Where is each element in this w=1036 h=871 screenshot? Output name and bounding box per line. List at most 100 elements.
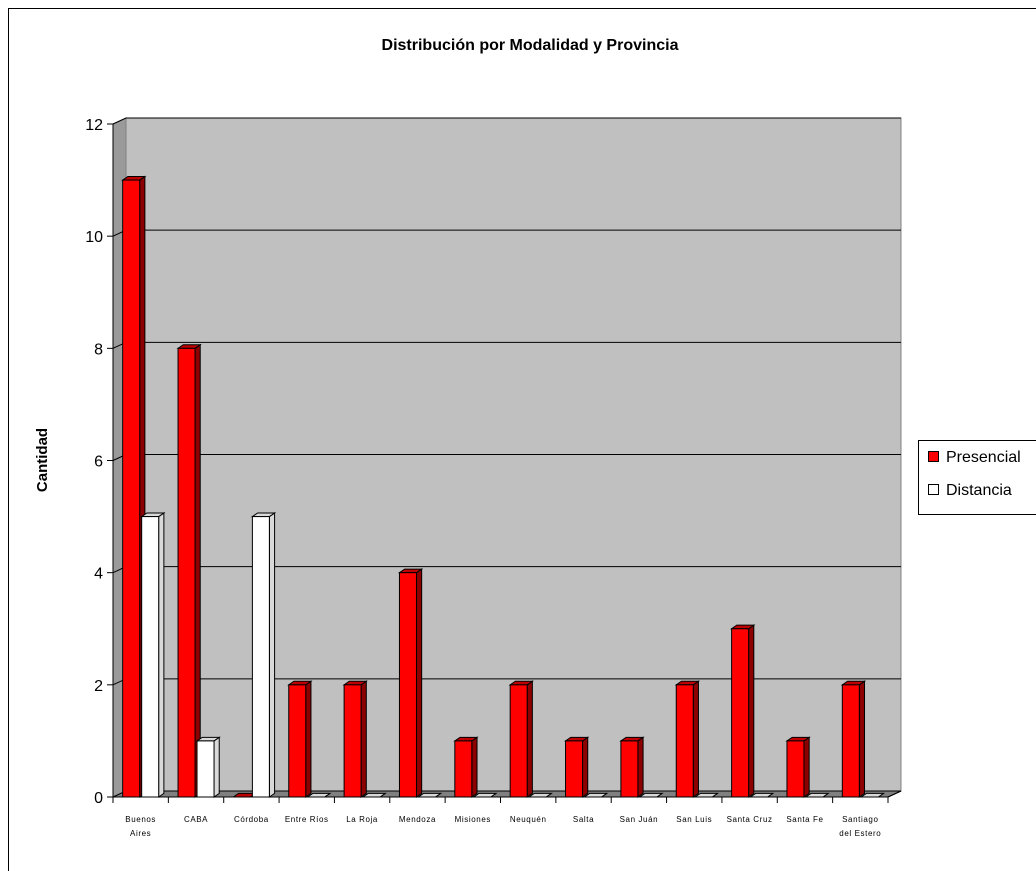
bar-presencial [453, 736, 479, 798]
bar-front [565, 740, 584, 798]
bar-side [526, 680, 533, 798]
bar-presencial [619, 736, 645, 798]
category-label: Entre Ríos [285, 815, 329, 824]
bar-top [582, 792, 609, 798]
bar-presencial [563, 736, 590, 798]
category-label: Córdoba [234, 815, 269, 824]
bar-side [637, 736, 644, 798]
gridline [112, 117, 901, 125]
legend-swatch [928, 484, 939, 495]
category-label: Neuquén [510, 815, 547, 824]
bar-presencial [785, 736, 811, 798]
bar-distancia [416, 792, 443, 798]
bar-side [748, 624, 755, 798]
category-label: San Luis [676, 815, 712, 824]
bar-presencial [342, 680, 368, 798]
bar-front [731, 628, 750, 798]
y-tick-label: 0 [94, 790, 103, 807]
bar-side [415, 568, 423, 798]
bar-front [122, 179, 141, 798]
category-label: Misiones [455, 815, 491, 824]
bar-presencial [176, 343, 202, 798]
bar-presencial [397, 568, 424, 798]
bar-top [472, 792, 498, 798]
y-tick-label: 12 [85, 117, 103, 134]
chart-title: Distribución por Modalidad y Provincia [382, 37, 679, 54]
bar-top [859, 792, 886, 798]
bar-front [509, 684, 528, 798]
bar-distancia [250, 512, 277, 798]
bar-front [288, 684, 307, 798]
bar-top [804, 792, 830, 798]
y-axis-label: Cantidad [34, 428, 51, 492]
bar-presencial [508, 680, 534, 798]
bar-presencial [674, 680, 701, 798]
bar-side [268, 512, 276, 798]
legend-label: Presencial [946, 449, 1021, 466]
bar-front [620, 740, 639, 798]
bar-side [471, 736, 478, 798]
bar-distancia [859, 792, 886, 798]
bar-front [675, 684, 694, 798]
bar-presencial [840, 680, 867, 798]
bar-side [305, 680, 312, 798]
category-label: Santa Fe [786, 815, 823, 824]
bar-distancia [582, 792, 609, 798]
bar-side [158, 512, 165, 798]
bar-front [343, 684, 362, 798]
bar-distancia [361, 792, 387, 798]
bar-distancia [693, 792, 720, 798]
y-tick-label: 8 [94, 341, 103, 358]
bar-side [692, 680, 699, 798]
bar-front [177, 347, 196, 798]
bar-side [582, 736, 589, 798]
category-label: Salta [573, 815, 594, 824]
bar-side [213, 736, 220, 798]
bar-front [841, 684, 860, 798]
bar-front [398, 572, 417, 798]
bar-distancia [749, 792, 775, 798]
bar-top [361, 792, 387, 798]
bar-top [416, 792, 443, 798]
legend-swatch [928, 451, 939, 462]
bar-distancia [306, 792, 332, 798]
category-label: Santa Cruz [727, 815, 773, 824]
y-tick-label: 6 [94, 454, 103, 471]
plot-area: 0 2 4 6 8 10 12 Buenos Aires CABA Córdoba Entre Río… [85, 117, 902, 838]
plot-floor [112, 790, 902, 798]
bar-front [786, 740, 805, 798]
y-tick-label: 4 [94, 566, 103, 583]
bar-distancia [804, 792, 830, 798]
category-label: La Roja [346, 815, 378, 824]
category-label: San Juán [620, 815, 659, 824]
y-tick-label: 2 [94, 678, 103, 695]
bar-side [858, 680, 866, 798]
bar-presencial [730, 624, 756, 798]
bar-front [251, 516, 270, 798]
bar-distancia [638, 792, 664, 798]
bar-front [141, 516, 160, 798]
y-tick-label: 10 [85, 229, 103, 246]
category-label: Mendoza [399, 815, 436, 824]
bar-distancia [472, 792, 498, 798]
bar-top [306, 792, 332, 798]
category-label: CABA [184, 815, 208, 824]
bar-side [360, 680, 367, 798]
bar-presencial [287, 680, 313, 798]
bar-distancia [195, 736, 221, 798]
bar-front [196, 740, 215, 798]
legend-label: Distancia [946, 482, 1012, 499]
bar-side [803, 736, 810, 798]
legend: Presencial Distancia [918, 440, 1036, 515]
bar-distancia [527, 792, 553, 798]
bar-top [749, 792, 775, 798]
category-label: Buenos Aires [125, 815, 156, 838]
bar-top [638, 792, 664, 798]
bar-front [454, 740, 473, 798]
category-label: Santiago del Estero [839, 815, 881, 838]
bar-side [194, 343, 201, 798]
bar-top [527, 792, 553, 798]
bar-top [693, 792, 720, 798]
bar-distancia [140, 512, 166, 798]
